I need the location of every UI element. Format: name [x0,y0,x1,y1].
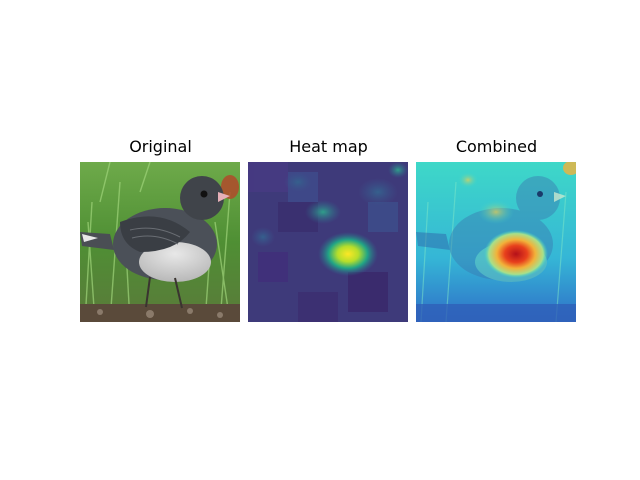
original-image [80,162,240,322]
original-title: Original [129,137,192,156]
combined-panel: Combined [416,137,577,322]
combined-title: Combined [455,137,538,156]
combined-image [416,162,576,322]
heatmap-image [248,162,408,322]
heatmap-panel: Heat map [248,137,409,322]
heatmap-title: Heat map [289,137,368,156]
original-panel: Original [80,137,241,322]
